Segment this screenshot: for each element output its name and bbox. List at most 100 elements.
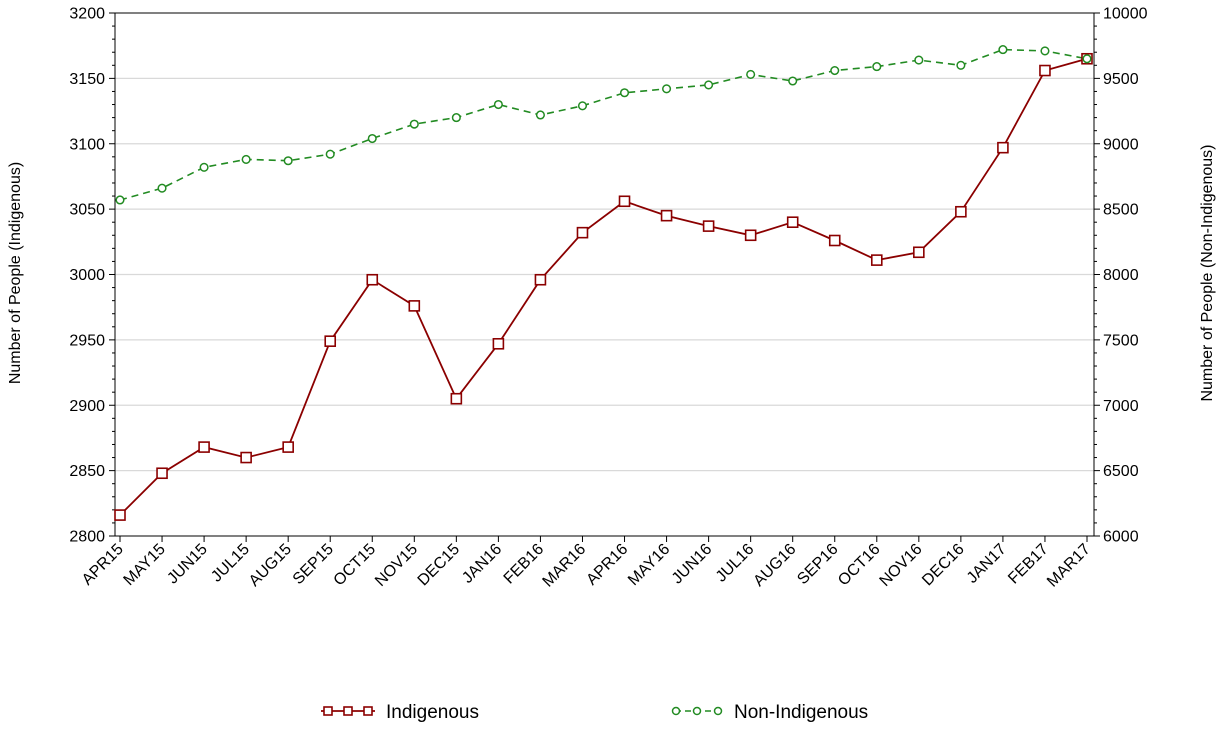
y-tick-label: 3150	[69, 71, 105, 88]
legend-marker-non-indigenous	[713, 706, 723, 716]
x-tick-label: OCT15	[331, 541, 380, 590]
x-tick-label: OCT16	[835, 541, 884, 590]
data-point-indigenous	[618, 195, 631, 208]
data-point-non-indigenous	[746, 69, 756, 80]
data-point-indigenous	[870, 254, 883, 266]
data-point-indigenous	[576, 226, 589, 239]
y2-tick-label: 9500	[1103, 71, 1139, 88]
legend-marker-indigenous	[343, 706, 353, 716]
data-point-indigenous	[1039, 64, 1051, 77]
legend-label-indigenous: Indigenous	[386, 702, 479, 723]
x-tick-label: MAR17	[1044, 541, 1094, 591]
x-tick-labels: APR15MAY15JUN15JUL15AUG15SEP15OCT15NOV15…	[79, 541, 1094, 591]
data-point-non-indigenous	[1082, 54, 1092, 64]
data-point-indigenous	[450, 392, 463, 405]
data-point-non-indigenous	[956, 60, 966, 70]
data-point-non-indigenous	[199, 162, 209, 172]
x-tick-label: JAN17	[964, 541, 1010, 587]
y-tick-label: 2850	[69, 463, 105, 480]
data-point-indigenous	[702, 220, 715, 232]
data-point-indigenous	[324, 335, 337, 347]
data-point-non-indigenous	[493, 99, 503, 110]
data-point-non-indigenous	[704, 80, 714, 90]
data-point-indigenous	[744, 229, 757, 242]
data-point-non-indigenous	[157, 183, 167, 193]
data-point-non-indigenous	[535, 110, 545, 120]
y-tick-label: 3100	[69, 136, 105, 153]
data-point-non-indigenous	[619, 88, 630, 98]
x-tick-label: DEC16	[919, 541, 968, 590]
data-point-non-indigenous	[914, 55, 924, 65]
left-y-tick-labels: 2800 2850 2900 2950 3000 3050 3100 3150 3200	[69, 6, 105, 546]
y-tick-label: 3050	[69, 202, 105, 219]
data-point-indigenous	[198, 441, 210, 453]
legend-marker-non-indigenous	[692, 706, 702, 716]
data-point-indigenous	[913, 246, 925, 259]
left-axis-title: Number of People (Indigenous)	[7, 162, 24, 384]
x-tick-label: MAY16	[625, 541, 673, 589]
y2-tick-label: 6000	[1103, 529, 1139, 546]
data-point-non-indigenous	[998, 45, 1008, 55]
y-tick-label: 2950	[69, 332, 105, 349]
series-markers	[114, 45, 1093, 521]
x-tick-label: JUN16	[669, 541, 716, 588]
data-point-indigenous	[282, 441, 294, 453]
x-tick-label: MAY15	[121, 541, 169, 589]
data-point-non-indigenous	[241, 154, 251, 164]
x-tick-label: MAR16	[540, 541, 590, 591]
data-point-non-indigenous	[367, 133, 377, 144]
data-point-non-indigenous	[409, 119, 419, 129]
data-point-non-indigenous	[830, 65, 840, 76]
series-lines	[119, 48, 1088, 516]
legend: Indigenous Non-Indigenous	[321, 702, 868, 723]
x-tick-label: APR16	[583, 541, 631, 589]
y-tick-label: 2900	[69, 398, 105, 415]
axes	[109, 12, 1100, 542]
data-point-non-indigenous	[325, 149, 335, 159]
y2-tick-label: 8000	[1103, 267, 1139, 284]
data-point-indigenous	[786, 216, 799, 228]
right-y-tick-labels: 6000 6500 7000 7500 8000 8500 9000 9500 10000	[1103, 6, 1148, 546]
data-point-indigenous	[828, 234, 841, 247]
legend-marker-indigenous	[323, 706, 333, 716]
data-point-non-indigenous	[577, 101, 588, 111]
data-point-indigenous	[534, 273, 547, 286]
data-point-indigenous	[156, 467, 168, 480]
series-line-indigenous	[119, 57, 1088, 516]
data-point-indigenous	[492, 337, 505, 350]
x-tick-label: DEC15	[415, 541, 464, 590]
x-tick-label: APR15	[79, 541, 127, 589]
data-point-non-indigenous	[115, 195, 125, 205]
right-axis-title: Number of People (Non-Indigenous)	[1199, 144, 1216, 401]
legend-marker-indigenous	[363, 706, 373, 716]
y2-tick-label: 7000	[1103, 398, 1139, 415]
data-point-non-indigenous	[283, 156, 293, 166]
data-point-indigenous	[114, 509, 126, 521]
x-tick-label: NOV16	[877, 541, 926, 590]
y2-tick-label: 8500	[1103, 202, 1139, 219]
y-tick-label: 3200	[69, 6, 105, 23]
x-tick-label: AUG16	[750, 541, 799, 590]
y2-tick-label: 10000	[1103, 6, 1148, 23]
legend-label-non-indigenous: Non-Indigenous	[734, 702, 868, 723]
data-point-non-indigenous	[788, 76, 798, 86]
x-tick-label: SEP16	[794, 541, 841, 588]
data-point-indigenous	[366, 273, 379, 286]
y-tick-label: 3000	[69, 267, 105, 284]
data-point-non-indigenous	[451, 113, 461, 123]
y2-tick-label: 9000	[1103, 136, 1139, 153]
legend-item-non-indigenous: Non-Indigenous	[671, 702, 868, 723]
y-tick-label: 2800	[69, 529, 105, 546]
series-line-non-indigenous	[119, 48, 1088, 201]
x-tick-label: JAN16	[459, 541, 505, 587]
data-point-non-indigenous	[1040, 46, 1050, 56]
x-tick-label: AUG15	[246, 541, 295, 590]
y2-tick-label: 6500	[1103, 463, 1139, 480]
data-point-indigenous	[660, 209, 673, 222]
grid-lines	[115, 77, 1094, 472]
x-tick-label: SEP15	[290, 541, 337, 588]
x-tick-label: NOV15	[372, 541, 421, 590]
data-point-indigenous	[408, 300, 421, 312]
y2-tick-label: 7500	[1103, 332, 1139, 349]
